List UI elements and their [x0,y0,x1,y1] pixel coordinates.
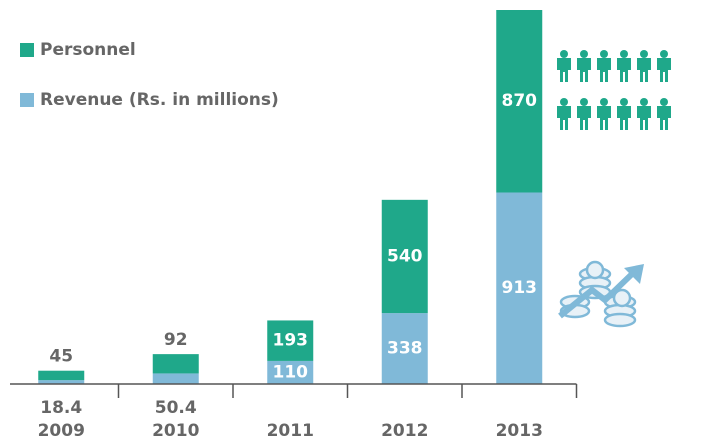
x-tick-label: 2013 [496,421,543,441]
bar-segment [38,370,85,381]
bar-segment [152,373,199,384]
value-label: 540 [387,246,423,266]
bar-segment [267,320,314,361]
value-label: 870 [502,91,538,111]
value-label: 92 [164,330,188,350]
legend-label: Personnel [40,40,136,60]
bar-segment [38,380,85,384]
legend-swatch [20,93,34,107]
bar-segment [152,354,199,374]
legend-swatch [20,43,34,57]
bar-segment [381,199,428,314]
legend-label: Revenue (Rs. in millions) [40,90,279,110]
coins-icon [558,260,644,328]
value-label: 45 [49,347,73,367]
value-label: 338 [387,339,423,359]
x-tick-label: 2011 [267,421,314,441]
bar-segment [381,313,428,384]
bar-segment [267,360,314,384]
x-tick-label: 2012 [381,421,428,441]
value-label: 193 [273,331,309,351]
value-label: 50.4 [155,398,197,418]
x-tick-label: 2010 [152,421,199,441]
people-icon [557,50,671,130]
value-label: 18.4 [40,398,82,418]
value-label: 110 [273,362,309,382]
value-label: 913 [502,278,538,298]
bar-segment [496,10,543,193]
x-tick-label: 2009 [38,421,85,441]
bar-segment [496,192,543,384]
